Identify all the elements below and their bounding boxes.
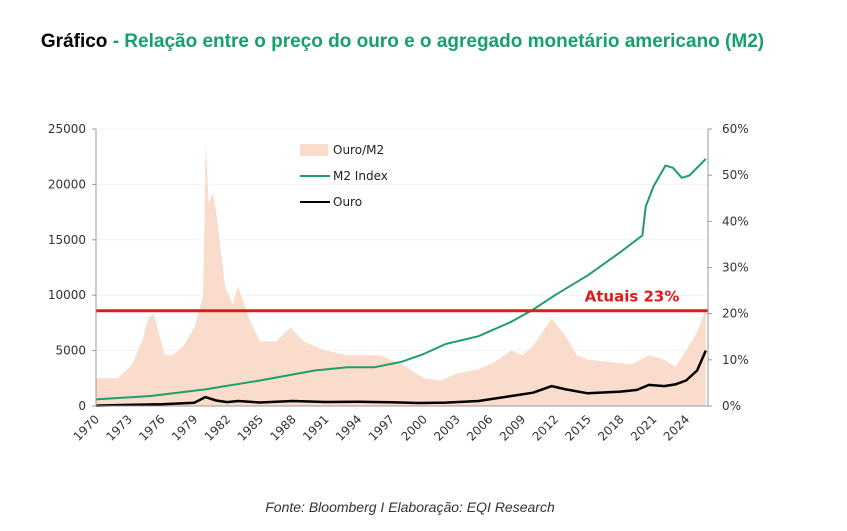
x-tick-label: 1979 xyxy=(169,412,200,443)
right-tick-label: 60% xyxy=(722,122,749,136)
right-tick-label: 20% xyxy=(722,307,749,321)
left-tick-label: 10000 xyxy=(48,288,86,302)
right-tick-label: 50% xyxy=(722,168,749,182)
x-tick-label: 1991 xyxy=(300,412,331,443)
x-tick-label: 2015 xyxy=(562,412,593,443)
series-area-ouro-m2 xyxy=(96,142,706,406)
chart-title: Gráfico - Relação entre o preço do ouro … xyxy=(0,31,805,53)
left-tick-label: 25000 xyxy=(48,122,86,136)
x-tick-label: 2009 xyxy=(497,412,528,443)
gridlines xyxy=(96,128,708,352)
left-tick-label: 15000 xyxy=(48,233,86,247)
right-tick-label: 40% xyxy=(722,214,749,228)
chart-title-lead: Gráfico xyxy=(40,31,108,52)
source-note: Fonte: Bloomberg I Elaboração: EQI Resea… xyxy=(265,499,555,515)
chart-title-rest: - Relação entre o preço do ouro e o agre… xyxy=(107,31,765,52)
legend-label: M2 Index xyxy=(333,169,388,183)
left-tick-label: 20000 xyxy=(48,177,86,191)
x-tick-label: 1988 xyxy=(267,412,298,443)
x-tick-label: 2024 xyxy=(661,412,692,443)
right-tick-label: 0% xyxy=(722,399,741,413)
x-tick-label: 2006 xyxy=(464,412,495,443)
legend-label: Ouro/M2 xyxy=(333,143,384,157)
legend-label: Ouro xyxy=(333,195,362,209)
x-tick-label: 1970 xyxy=(71,412,102,443)
legend: Ouro/M2 M2 Index Ouro xyxy=(300,143,388,209)
x-tick-label: 2021 xyxy=(628,412,659,443)
x-tick-label: 1994 xyxy=(333,412,364,443)
x-tick-label: 2000 xyxy=(398,412,429,443)
reference-label: Atuais 23% xyxy=(585,288,680,306)
x-tick-label: 1973 xyxy=(103,412,134,443)
left-tick-label: 5000 xyxy=(55,344,86,358)
plot-area: Atuais 23% xyxy=(95,142,708,407)
x-tick-label: 1982 xyxy=(202,412,233,443)
x-tick-label: 1976 xyxy=(136,412,167,443)
left-tick-label: 0 xyxy=(78,399,86,413)
series-line-m2 xyxy=(95,158,707,401)
right-tick-label: 30% xyxy=(722,261,749,275)
x-tick-label: 1997 xyxy=(366,412,397,443)
right-tick-label: 10% xyxy=(722,353,749,367)
x-tick-label: 2018 xyxy=(595,412,626,443)
series-line-ouro xyxy=(95,350,707,407)
x-tick-label: 1985 xyxy=(235,412,266,443)
legend-swatch-ouro-m2 xyxy=(300,144,328,156)
x-tick-label: 2003 xyxy=(431,412,462,443)
x-tick-label: 2012 xyxy=(530,412,561,443)
